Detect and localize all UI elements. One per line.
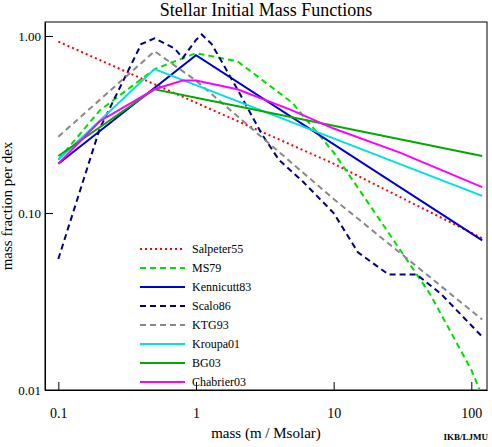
legend-swatch: [140, 324, 185, 326]
x-tick: 0.1: [50, 382, 68, 421]
y-axis-line: [45, 23, 46, 391]
legend-label: KTG93: [192, 318, 229, 332]
legend-label: Kennicutt83: [192, 280, 251, 294]
series-line: [58, 42, 482, 239]
plot-area: 0.1 1 10 100 0.01 0.10 1.00 Salpeter55 MS79 Kenni…: [18, 22, 487, 421]
x-axis: 0.1 1 10 100: [46, 382, 488, 421]
legend-entry: BG03: [140, 356, 221, 370]
legend-swatch: [140, 343, 185, 345]
x-axis-label: mass (m / Msolar): [211, 425, 321, 442]
y-tick: 1.00: [18, 29, 53, 44]
legend-entry: MS79: [140, 261, 221, 275]
legend-swatch: [140, 381, 185, 383]
legend-label: Chabrier03: [192, 375, 246, 389]
legend-swatch: [140, 362, 185, 364]
y-axis: 0.01 0.10 1.00: [18, 23, 53, 398]
series-line: [58, 53, 479, 390]
y-axis-label: mass fraction per dex: [0, 141, 15, 270]
legend-entry: KTG93: [140, 318, 229, 332]
y-tick: 0.10: [18, 206, 53, 221]
legend-entry: Salpeter55: [140, 242, 243, 256]
y-tick-label: 0.01: [18, 383, 41, 398]
y-tick-mark: [45, 36, 53, 37]
x-tick-label: 100: [461, 406, 482, 421]
y-tick-label: 0.10: [18, 206, 41, 221]
legend-entry: Scalo86: [140, 299, 231, 313]
legend-swatch: [140, 267, 185, 269]
x-tick-mark: [58, 382, 59, 390]
legend-label: Kroupa01: [192, 337, 240, 351]
series-line: [58, 81, 482, 188]
legend-entry: Kennicutt83: [140, 280, 251, 294]
legend: Salpeter55 MS79 Kennicutt83 Scalo86 KTG93 Kro…: [140, 242, 251, 389]
legend-label: BG03: [192, 356, 221, 370]
x-tick-label: 1: [193, 406, 200, 421]
legend-entry: Chabrier03: [140, 375, 246, 389]
series-line: [58, 34, 482, 336]
y-tick: 0.01: [18, 383, 53, 398]
x-tick-mark: [334, 382, 335, 390]
title: Stellar Initial Mass Functions: [160, 0, 372, 20]
x-tick-label: 0.1: [50, 406, 68, 421]
chart: 0.1 1 10 100 0.01 0.10 1.00 Salpeter55 MS79 Kenni…: [0, 0, 492, 447]
y-tick-mark: [45, 213, 53, 214]
legend-swatch: [140, 305, 185, 307]
legend-label: MS79: [192, 261, 221, 275]
series-line: [58, 69, 482, 196]
y-tick-mark: [45, 390, 53, 391]
series-line: [58, 89, 482, 156]
y-tick-label: 1.00: [18, 29, 41, 44]
legend-swatch: [140, 286, 185, 288]
legend-label: Salpeter55: [192, 242, 243, 256]
series-line: [58, 51, 482, 319]
x-tick-mark: [471, 382, 472, 390]
series-group: [58, 34, 482, 390]
x-tick-label: 10: [327, 406, 341, 421]
annotation: IKB/LJMU: [443, 432, 488, 442]
legend-label: Scalo86: [192, 299, 231, 313]
legend-entry: Kroupa01: [140, 337, 240, 351]
x-axis-line: [46, 390, 488, 391]
plot-frame: [45, 22, 487, 390]
legend-swatch: [140, 248, 185, 250]
x-tick: 10: [327, 382, 341, 421]
